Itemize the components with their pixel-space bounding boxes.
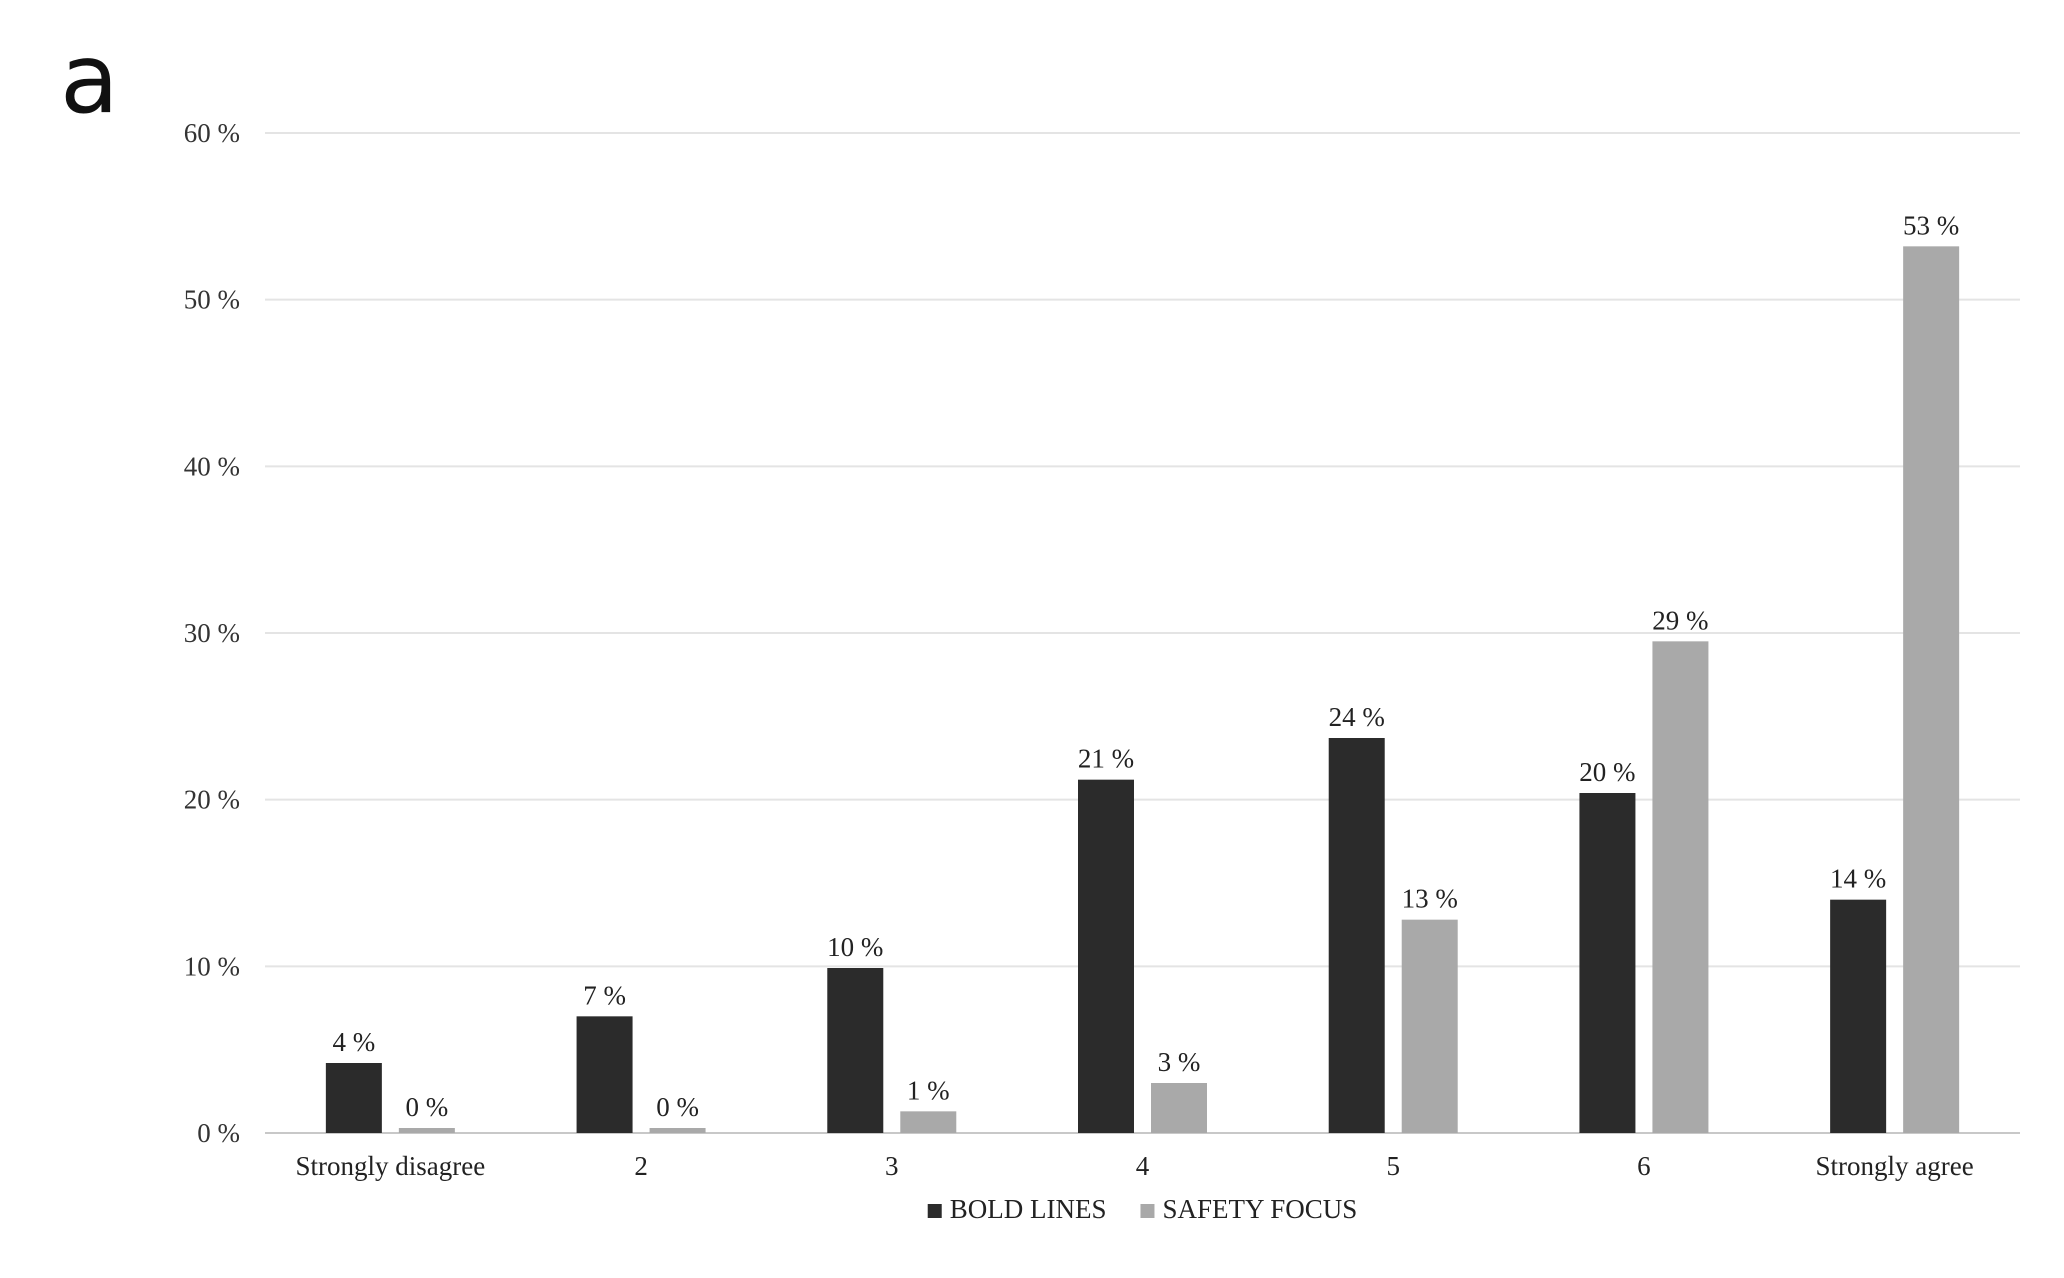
y-tick-label: 30 %: [184, 618, 240, 648]
legend-label: BOLD LINES: [950, 1194, 1107, 1224]
y-tick-label: 0 %: [197, 1118, 240, 1148]
panel-label: a: [60, 23, 119, 135]
data-label: 0 %: [405, 1092, 448, 1122]
x-tick-label: 2: [634, 1151, 648, 1181]
x-tick-label: 6: [1637, 1151, 1651, 1181]
data-label: 20 %: [1579, 757, 1635, 787]
x-tick-label: 4: [1136, 1151, 1150, 1181]
bar-safety-focus: [398, 1128, 455, 1133]
gridlines: [265, 132, 2020, 1134]
x-tick-label: Strongly disagree: [295, 1151, 485, 1181]
data-labels: 4 % 0 % 7 % 0 % 10 % 1 % 21 % 3 % 24 % 13 % 20 % 29…: [332, 210, 1959, 1122]
data-label: 7 %: [583, 980, 626, 1010]
y-tick-label: 60 %: [184, 118, 240, 148]
bar-safety-focus: [1151, 1083, 1207, 1133]
bar-safety-focus: [1652, 641, 1709, 1133]
bar-safety-focus: [1401, 919, 1458, 1133]
legend-swatch: [1140, 1204, 1155, 1218]
y-tick-label: 10 %: [184, 951, 240, 981]
x-axis-tick-labels: Strongly disagree 2 3 4 5 6 Strongly agree: [295, 1151, 1973, 1181]
y-tick-label: 40 %: [184, 451, 240, 481]
data-label: 29 %: [1652, 605, 1708, 635]
bar-safety-focus: [649, 1128, 706, 1133]
data-label: 1 %: [907, 1075, 950, 1105]
data-label: 24 %: [1329, 702, 1385, 732]
legend-label: SAFETY FOCUS: [1162, 1194, 1357, 1224]
y-tick-label: 50 %: [184, 285, 240, 315]
bar-bold-lines: [325, 1063, 382, 1133]
y-axis-tick-labels: 0 % 10 % 20 % 30 % 40 % 50 % 60 %: [184, 118, 240, 1148]
bar-safety-focus: [1903, 246, 1960, 1134]
data-label: 21 %: [1078, 744, 1134, 774]
bar-bold-lines: [827, 968, 884, 1133]
legend: BOLD LINES SAFETY FOCUS: [927, 1194, 1357, 1224]
bars: [325, 246, 1960, 1134]
bar-safety-focus: [900, 1111, 957, 1133]
data-label: 3 %: [1158, 1047, 1201, 1077]
legend-swatch: [927, 1204, 942, 1218]
data-label: 0 %: [656, 1092, 699, 1122]
y-tick-label: 20 %: [184, 785, 240, 815]
data-label: 13 %: [1402, 884, 1458, 914]
bar-bold-lines: [576, 1016, 633, 1133]
x-tick-label: 5: [1386, 1151, 1400, 1181]
x-tick-label: 3: [885, 1151, 899, 1181]
data-label: 53 %: [1903, 210, 1959, 240]
data-label: 14 %: [1830, 864, 1886, 894]
data-label: 4 %: [332, 1027, 375, 1057]
bar-bold-lines: [1579, 793, 1636, 1133]
bar-bold-lines: [1078, 779, 1134, 1133]
data-label: 10 %: [827, 932, 883, 962]
bar-bold-lines: [1328, 738, 1385, 1133]
x-tick-label: Strongly agree: [1816, 1151, 1974, 1181]
bar-bold-lines: [1830, 899, 1887, 1133]
